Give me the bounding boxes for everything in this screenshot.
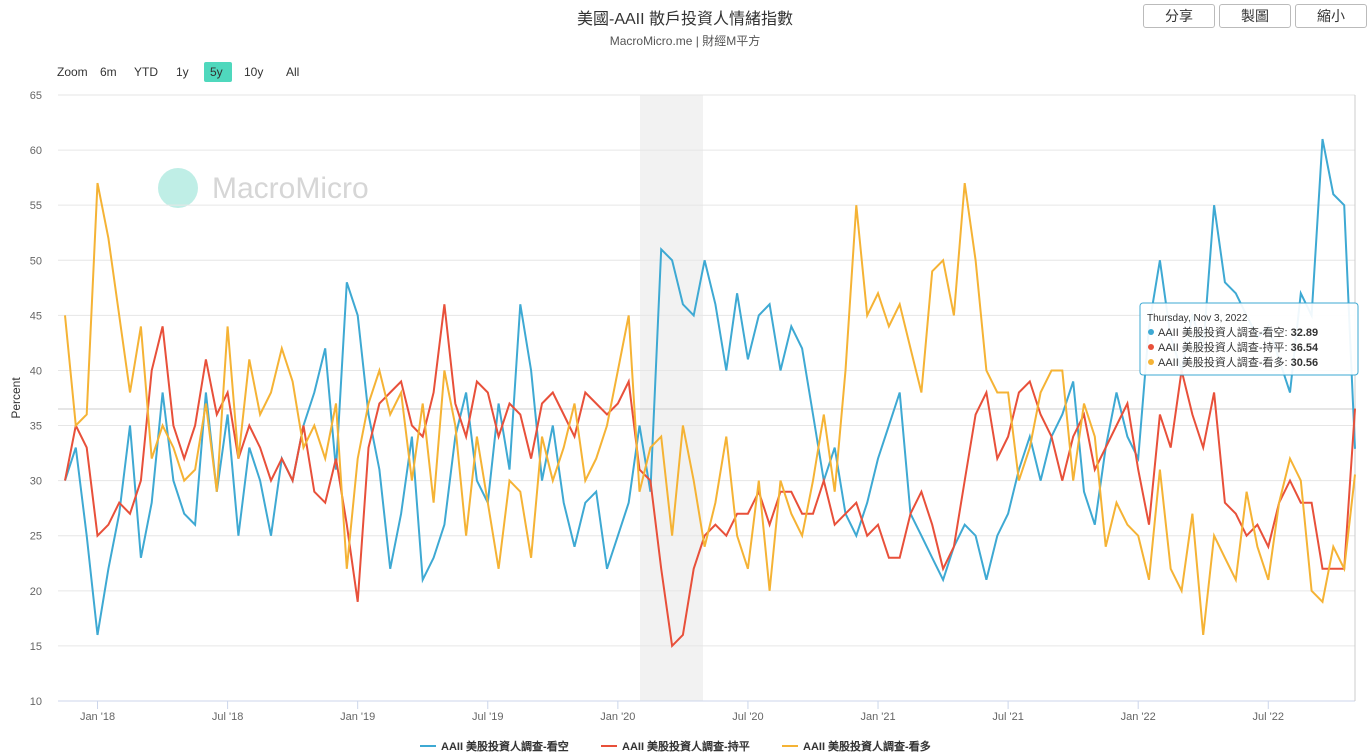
tooltip-row: AAII 美股投資人調查-持平: 36.54 bbox=[1158, 340, 1319, 354]
tooltip-title: Thursday, Nov 3, 2022 bbox=[1147, 313, 1248, 324]
tooltip-name: AAII 美股投資人調查-看多 bbox=[1158, 355, 1285, 369]
x-tick-label: Jan '21 bbox=[860, 711, 895, 723]
x-tick-label: Jan '19 bbox=[340, 711, 375, 723]
legend-label[interactable]: AAII 美股投資人調查-看多 bbox=[803, 739, 931, 753]
watermark: MacroMicro bbox=[212, 172, 369, 205]
legend-label[interactable]: AAII 美股投資人調查-持平 bbox=[622, 739, 750, 753]
y-tick-label: 10 bbox=[30, 696, 42, 708]
series-line bbox=[64, 138, 1356, 636]
y-tick-label: 35 bbox=[30, 421, 42, 433]
recession-band bbox=[640, 95, 703, 701]
zoom-option[interactable]: YTD bbox=[134, 65, 158, 79]
zoom-label: Zoom bbox=[57, 65, 88, 79]
button-label[interactable]: 分享 bbox=[1165, 8, 1193, 24]
y-tick-label: 55 bbox=[30, 200, 42, 212]
y-tick-label: 25 bbox=[30, 531, 42, 543]
zoom-option[interactable]: 1y bbox=[176, 65, 189, 79]
tooltip-name: AAII 美股投資人調查-持平 bbox=[1158, 340, 1285, 354]
y-tick-label: 45 bbox=[30, 310, 42, 322]
x-tick-label: Jul '20 bbox=[732, 711, 763, 723]
watermark-logo bbox=[158, 168, 198, 208]
legend-label[interactable]: AAII 美股投資人調查-看空 bbox=[441, 739, 569, 753]
shrink-button[interactable]: 縮小 bbox=[1295, 4, 1367, 28]
series-line bbox=[64, 304, 1356, 649]
series-line bbox=[64, 182, 1356, 636]
y-tick-label: 20 bbox=[30, 586, 42, 598]
x-tick-label: Jan '18 bbox=[80, 711, 115, 723]
tooltip-value: 32.89 bbox=[1291, 327, 1319, 339]
zoom-option[interactable]: All bbox=[286, 65, 299, 79]
draw-button[interactable]: 製圖 bbox=[1219, 4, 1291, 28]
button-label[interactable]: 製圖 bbox=[1241, 8, 1269, 24]
zoom-option[interactable]: 6m bbox=[100, 65, 117, 79]
y-axis-label: Percent bbox=[9, 377, 23, 419]
zoom-active bbox=[204, 62, 232, 82]
chart-title: 美國-AAII 散戶投資人情緒指數 bbox=[577, 10, 793, 28]
button-label[interactable]: 縮小 bbox=[1317, 8, 1345, 24]
x-tick-label: Jul '22 bbox=[1253, 711, 1284, 723]
chart-subtitle: MacroMicro.me | 財經M平方 bbox=[610, 33, 760, 48]
x-tick-label: Jan '20 bbox=[600, 711, 635, 723]
tooltip-value: 30.56 bbox=[1291, 357, 1319, 369]
x-tick-label: Jul '18 bbox=[212, 711, 243, 723]
zoom-option[interactable]: 5y bbox=[210, 65, 223, 79]
tooltip-name: AAII 美股投資人調查-看空 bbox=[1158, 325, 1285, 339]
tooltip-value: 36.54 bbox=[1291, 342, 1319, 354]
y-tick-label: 50 bbox=[30, 255, 42, 267]
share-button[interactable]: 分享 bbox=[1143, 4, 1215, 28]
tooltip-dot bbox=[1148, 344, 1154, 350]
x-tick-label: Jul '21 bbox=[992, 711, 1023, 723]
zoom-option[interactable]: 10y bbox=[244, 65, 263, 79]
tooltip bbox=[1139, 302, 1359, 376]
y-tick-label: 60 bbox=[30, 145, 42, 157]
tooltip-dot bbox=[1148, 359, 1154, 365]
x-tick-label: Jan '22 bbox=[1121, 711, 1156, 723]
y-tick-label: 65 bbox=[30, 90, 42, 102]
tooltip-dot bbox=[1148, 329, 1154, 335]
tooltip-row: AAII 美股投資人調查-看空: 32.89 bbox=[1158, 325, 1318, 339]
tooltip-row: AAII 美股投資人調查-看多: 30.56 bbox=[1158, 355, 1318, 369]
y-tick-label: 15 bbox=[30, 641, 42, 653]
y-tick-label: 40 bbox=[30, 365, 42, 377]
x-tick-label: Jul '19 bbox=[472, 711, 503, 723]
y-tick-label: 30 bbox=[30, 476, 42, 488]
